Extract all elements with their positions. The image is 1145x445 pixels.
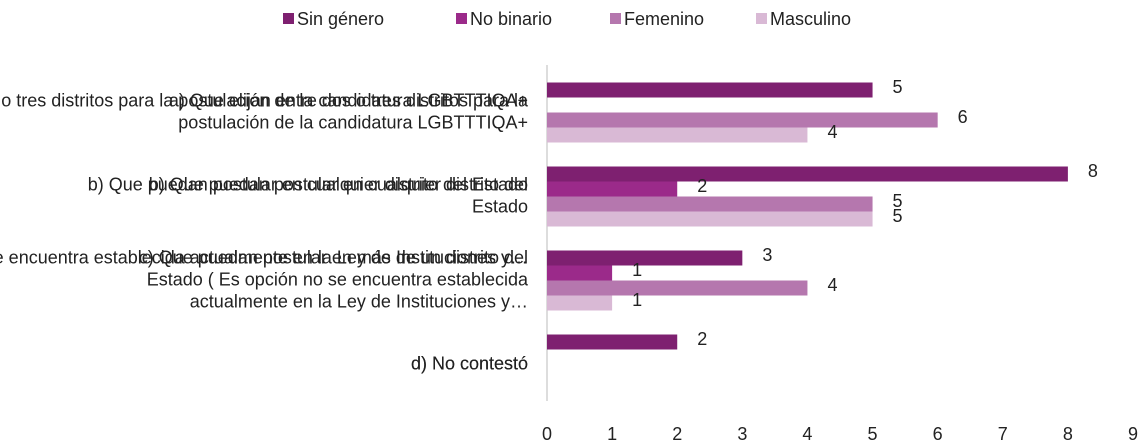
x-tick-label: 9	[1128, 424, 1138, 444]
data-label: 6	[958, 107, 968, 127]
data-label: 4	[827, 275, 837, 295]
category-label: c) Que puedan postular en más de un dist…	[0, 247, 529, 311]
x-tick-label: 5	[868, 424, 878, 444]
legend-swatch	[756, 13, 767, 24]
data-label: 1	[632, 290, 642, 310]
legend-swatch	[456, 13, 467, 24]
bar	[547, 295, 613, 311]
data-label: 5	[893, 191, 903, 211]
bar	[547, 181, 678, 197]
legend-swatch	[283, 13, 294, 24]
bar	[547, 127, 808, 143]
x-tick-label: 0	[542, 424, 552, 444]
x-tick-label: 2	[672, 424, 682, 444]
bar	[547, 112, 938, 128]
category-label: a) Que elijan entre dos o tres distritos…	[0, 90, 529, 132]
data-label: 4	[827, 122, 837, 142]
data-label: 1	[632, 260, 642, 280]
x-tick-label: 1	[607, 424, 617, 444]
category-label: b) Que puedan postular en cualquier dist…	[88, 174, 528, 216]
bar	[547, 211, 873, 227]
legend-label: Sin género	[297, 9, 384, 29]
data-label: 2	[697, 176, 707, 196]
data-label: 5	[893, 77, 903, 97]
data-label: 8	[1088, 161, 1098, 181]
data-label: 5	[893, 206, 903, 226]
bar	[547, 280, 808, 296]
legend-swatch	[610, 13, 621, 24]
category-label: d) No contestód) No contestó	[411, 353, 528, 373]
legend-label: Femenino	[624, 9, 704, 29]
bar	[547, 166, 1068, 182]
legend-label: Masculino	[770, 9, 851, 29]
bar	[547, 265, 613, 281]
data-label: 2	[697, 329, 707, 349]
x-tick-label: 6	[933, 424, 943, 444]
x-tick-label: 8	[1063, 424, 1073, 444]
data-label: 3	[762, 245, 772, 265]
x-tick-label: 3	[737, 424, 747, 444]
bar	[547, 334, 678, 350]
bar	[547, 82, 873, 98]
x-tick-label: 4	[802, 424, 812, 444]
x-tick-label: 7	[998, 424, 1008, 444]
bar	[547, 196, 873, 212]
legend-label: No binario	[470, 9, 552, 29]
bar	[547, 250, 743, 266]
